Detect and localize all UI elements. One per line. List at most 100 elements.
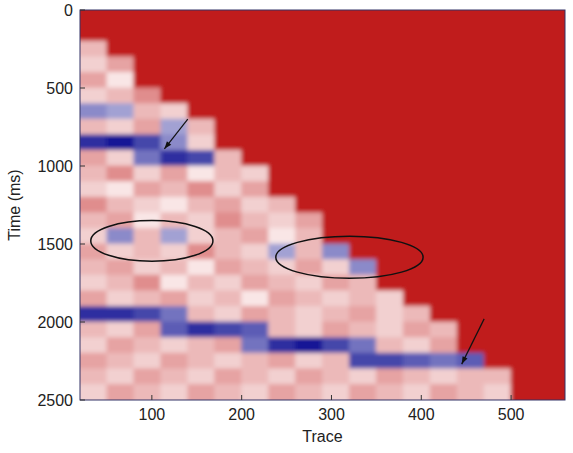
cell [160,88,188,104]
cell [133,353,161,369]
cell [107,259,135,275]
cell [430,181,458,197]
cell [403,134,431,150]
cell [349,368,377,384]
frame [80,10,565,400]
cell [295,322,323,338]
cell [214,322,242,338]
cell [160,10,188,26]
cell [430,197,458,213]
cell [484,150,512,166]
cell [484,41,512,57]
cell [107,150,135,166]
cell [430,212,458,228]
cell [187,150,215,166]
cell [268,119,296,135]
cell [457,197,485,213]
cell [214,10,242,26]
cell [214,134,242,150]
cell [484,306,512,322]
y-tick-label: 500 [46,80,73,97]
cell [107,10,135,26]
cell [457,259,485,275]
cell [80,384,107,400]
cell [430,166,458,182]
cell [538,25,565,41]
cell [187,259,215,275]
y-tick-label: 1000 [37,158,73,175]
cell [538,88,565,104]
cell [376,119,404,135]
cell [295,384,323,400]
cell [214,103,242,119]
cell [160,353,188,369]
cell [511,368,539,384]
cell [376,212,404,228]
cell [133,275,161,291]
cell [376,306,404,322]
cell [376,322,404,338]
cell [376,384,404,400]
cell [430,368,458,384]
cell [268,228,296,244]
cell [322,322,350,338]
cell [538,41,565,57]
cell [538,212,565,228]
cell [457,181,485,197]
cell [511,244,539,260]
cell [538,56,565,72]
cell [484,275,512,291]
cell [322,337,350,353]
cell [214,56,242,72]
cell [241,103,269,119]
cell [430,306,458,322]
cell [430,25,458,41]
cell [241,275,269,291]
y-tick [80,400,85,401]
cell [160,290,188,306]
cell [457,275,485,291]
cell [214,228,242,244]
cell [241,337,269,353]
cell [187,197,215,213]
cell [241,306,269,322]
cell [80,103,107,119]
y-tick [80,244,85,245]
cell [133,88,161,104]
cell [457,10,485,26]
cell [457,384,485,400]
cell [268,306,296,322]
cell [133,337,161,353]
cell [403,244,431,260]
cell [107,41,135,57]
cell [430,259,458,275]
cell [484,197,512,213]
cell [107,56,135,72]
cell [241,322,269,338]
cell [322,259,350,275]
cell [268,244,296,260]
cell [160,103,188,119]
cell [295,197,323,213]
cell [511,166,539,182]
cell [403,322,431,338]
cell [241,368,269,384]
cell [241,72,269,88]
cell [133,181,161,197]
cell [241,25,269,41]
cell [187,290,215,306]
cell [538,353,565,369]
cell [376,337,404,353]
cell [403,72,431,88]
cell [457,119,485,135]
cell [484,181,512,197]
cell [322,353,350,369]
cell [187,88,215,104]
cell [160,150,188,166]
cell [214,212,242,228]
cell [349,181,377,197]
cell [511,119,539,135]
cell [403,259,431,275]
cell [160,181,188,197]
cell [430,103,458,119]
